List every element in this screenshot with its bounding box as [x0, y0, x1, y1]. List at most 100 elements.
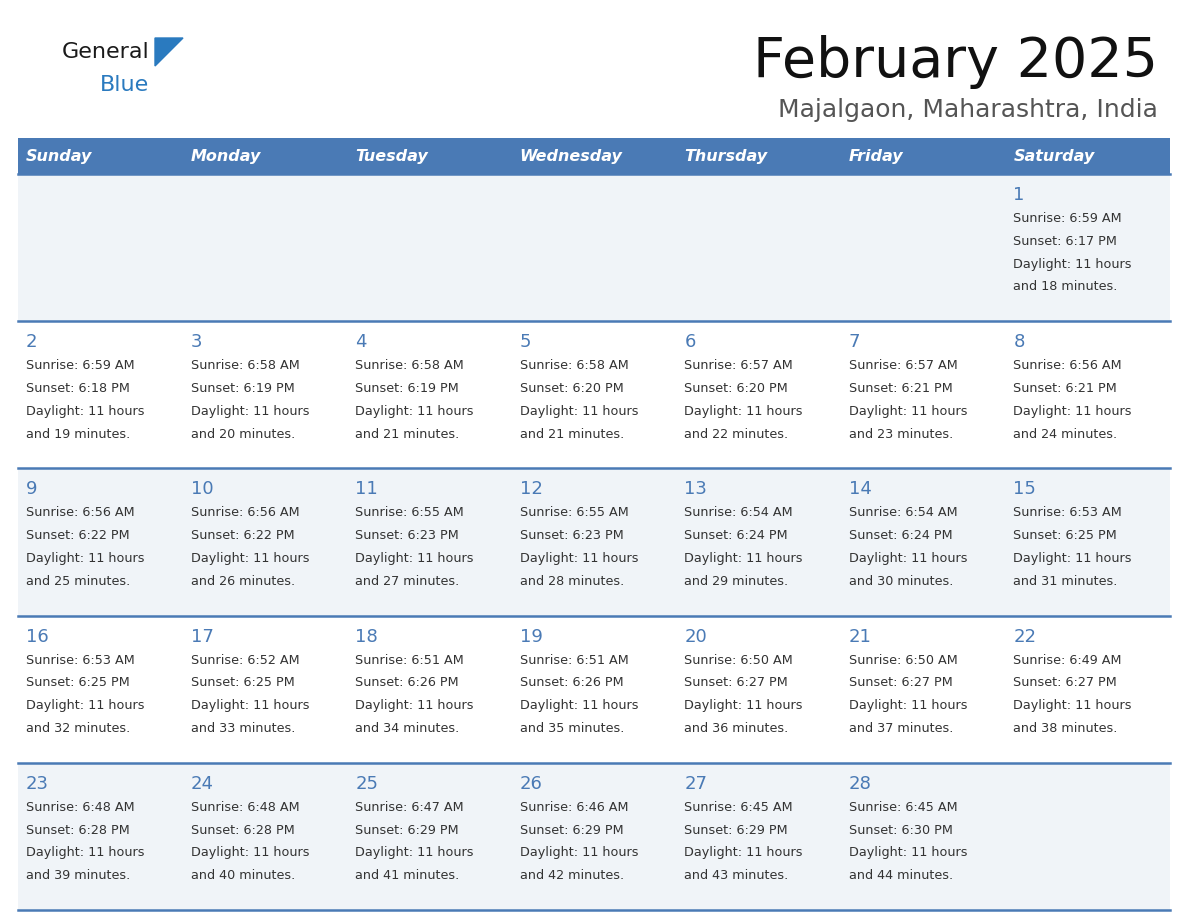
Bar: [183, 138, 347, 174]
Text: Daylight: 11 hours: Daylight: 11 hours: [849, 405, 967, 418]
Text: Blue: Blue: [100, 75, 150, 95]
Bar: [18, 174, 183, 321]
Text: and 18 minutes.: and 18 minutes.: [1013, 280, 1118, 294]
Text: Daylight: 11 hours: Daylight: 11 hours: [355, 846, 474, 859]
Text: Daylight: 11 hours: Daylight: 11 hours: [519, 700, 638, 712]
Bar: [1005, 321, 1170, 468]
Text: and 40 minutes.: and 40 minutes.: [190, 869, 295, 882]
Bar: [676, 138, 841, 174]
Text: and 39 minutes.: and 39 minutes.: [26, 869, 131, 882]
Text: Sunset: 6:28 PM: Sunset: 6:28 PM: [26, 823, 129, 836]
Bar: [841, 321, 1005, 468]
Text: and 41 minutes.: and 41 minutes.: [355, 869, 460, 882]
Text: Sunrise: 6:45 AM: Sunrise: 6:45 AM: [849, 800, 958, 813]
Text: 9: 9: [26, 480, 38, 498]
Text: Sunrise: 6:52 AM: Sunrise: 6:52 AM: [190, 654, 299, 666]
Bar: [841, 174, 1005, 321]
Bar: [18, 138, 183, 174]
Bar: [183, 616, 347, 763]
Text: and 22 minutes.: and 22 minutes.: [684, 428, 789, 441]
Text: Sunday: Sunday: [26, 149, 93, 163]
Bar: [183, 468, 347, 616]
Text: Thursday: Thursday: [684, 149, 767, 163]
Text: Daylight: 11 hours: Daylight: 11 hours: [26, 846, 145, 859]
Text: Sunset: 6:22 PM: Sunset: 6:22 PM: [190, 529, 295, 543]
Text: Sunrise: 6:48 AM: Sunrise: 6:48 AM: [190, 800, 299, 813]
Text: and 25 minutes.: and 25 minutes.: [26, 575, 131, 588]
Text: Sunrise: 6:55 AM: Sunrise: 6:55 AM: [355, 507, 463, 520]
Text: Sunrise: 6:51 AM: Sunrise: 6:51 AM: [355, 654, 463, 666]
Text: Sunset: 6:25 PM: Sunset: 6:25 PM: [26, 677, 129, 689]
Text: 5: 5: [519, 333, 531, 352]
Text: Sunrise: 6:54 AM: Sunrise: 6:54 AM: [849, 507, 958, 520]
Text: Sunset: 6:21 PM: Sunset: 6:21 PM: [1013, 382, 1117, 395]
Text: Sunrise: 6:58 AM: Sunrise: 6:58 AM: [519, 359, 628, 372]
Text: Daylight: 11 hours: Daylight: 11 hours: [1013, 258, 1132, 271]
Text: and 34 minutes.: and 34 minutes.: [355, 722, 460, 735]
Bar: [18, 468, 183, 616]
Text: and 26 minutes.: and 26 minutes.: [190, 575, 295, 588]
Text: Daylight: 11 hours: Daylight: 11 hours: [355, 405, 474, 418]
Text: and 24 minutes.: and 24 minutes.: [1013, 428, 1118, 441]
Text: Sunrise: 6:58 AM: Sunrise: 6:58 AM: [355, 359, 463, 372]
Text: General: General: [62, 42, 150, 62]
Text: 18: 18: [355, 628, 378, 645]
Text: and 23 minutes.: and 23 minutes.: [849, 428, 953, 441]
Text: Daylight: 11 hours: Daylight: 11 hours: [26, 552, 145, 565]
Text: Sunrise: 6:49 AM: Sunrise: 6:49 AM: [1013, 654, 1121, 666]
Bar: [841, 468, 1005, 616]
Text: and 28 minutes.: and 28 minutes.: [519, 575, 624, 588]
Text: and 19 minutes.: and 19 minutes.: [26, 428, 131, 441]
Bar: [1005, 468, 1170, 616]
Bar: [18, 616, 183, 763]
Text: Tuesday: Tuesday: [355, 149, 428, 163]
Bar: [512, 763, 676, 910]
Text: Daylight: 11 hours: Daylight: 11 hours: [519, 846, 638, 859]
Text: and 35 minutes.: and 35 minutes.: [519, 722, 624, 735]
Text: 20: 20: [684, 628, 707, 645]
Text: Sunrise: 6:59 AM: Sunrise: 6:59 AM: [26, 359, 134, 372]
Text: Sunrise: 6:47 AM: Sunrise: 6:47 AM: [355, 800, 463, 813]
Text: 19: 19: [519, 628, 543, 645]
Bar: [676, 616, 841, 763]
Text: Daylight: 11 hours: Daylight: 11 hours: [190, 700, 309, 712]
Text: and 29 minutes.: and 29 minutes.: [684, 575, 789, 588]
Text: Sunset: 6:24 PM: Sunset: 6:24 PM: [684, 529, 788, 543]
Text: 17: 17: [190, 628, 214, 645]
Text: Sunset: 6:25 PM: Sunset: 6:25 PM: [1013, 529, 1117, 543]
Text: and 27 minutes.: and 27 minutes.: [355, 575, 460, 588]
Text: Daylight: 11 hours: Daylight: 11 hours: [684, 700, 803, 712]
Text: Wednesday: Wednesday: [519, 149, 623, 163]
Text: 11: 11: [355, 480, 378, 498]
Text: 28: 28: [849, 775, 872, 793]
Text: 15: 15: [1013, 480, 1036, 498]
Text: Daylight: 11 hours: Daylight: 11 hours: [190, 405, 309, 418]
Bar: [183, 174, 347, 321]
Bar: [676, 763, 841, 910]
Text: 10: 10: [190, 480, 213, 498]
Text: Sunset: 6:19 PM: Sunset: 6:19 PM: [355, 382, 459, 395]
Bar: [841, 138, 1005, 174]
Text: Daylight: 11 hours: Daylight: 11 hours: [190, 552, 309, 565]
Text: and 21 minutes.: and 21 minutes.: [519, 428, 624, 441]
Text: Sunrise: 6:56 AM: Sunrise: 6:56 AM: [190, 507, 299, 520]
Text: Friday: Friday: [849, 149, 904, 163]
Text: 22: 22: [1013, 628, 1036, 645]
Text: Sunrise: 6:50 AM: Sunrise: 6:50 AM: [684, 654, 794, 666]
Bar: [512, 468, 676, 616]
Text: Daylight: 11 hours: Daylight: 11 hours: [519, 552, 638, 565]
Text: and 44 minutes.: and 44 minutes.: [849, 869, 953, 882]
Text: February 2025: February 2025: [753, 35, 1158, 89]
Bar: [1005, 763, 1170, 910]
Bar: [512, 138, 676, 174]
Text: Daylight: 11 hours: Daylight: 11 hours: [1013, 552, 1132, 565]
Text: 4: 4: [355, 333, 367, 352]
Text: Sunrise: 6:55 AM: Sunrise: 6:55 AM: [519, 507, 628, 520]
Text: Daylight: 11 hours: Daylight: 11 hours: [1013, 700, 1132, 712]
Text: Sunrise: 6:45 AM: Sunrise: 6:45 AM: [684, 800, 792, 813]
Text: Sunrise: 6:54 AM: Sunrise: 6:54 AM: [684, 507, 792, 520]
Text: 2: 2: [26, 333, 38, 352]
Text: and 42 minutes.: and 42 minutes.: [519, 869, 624, 882]
Bar: [1005, 616, 1170, 763]
Text: Sunset: 6:29 PM: Sunset: 6:29 PM: [355, 823, 459, 836]
